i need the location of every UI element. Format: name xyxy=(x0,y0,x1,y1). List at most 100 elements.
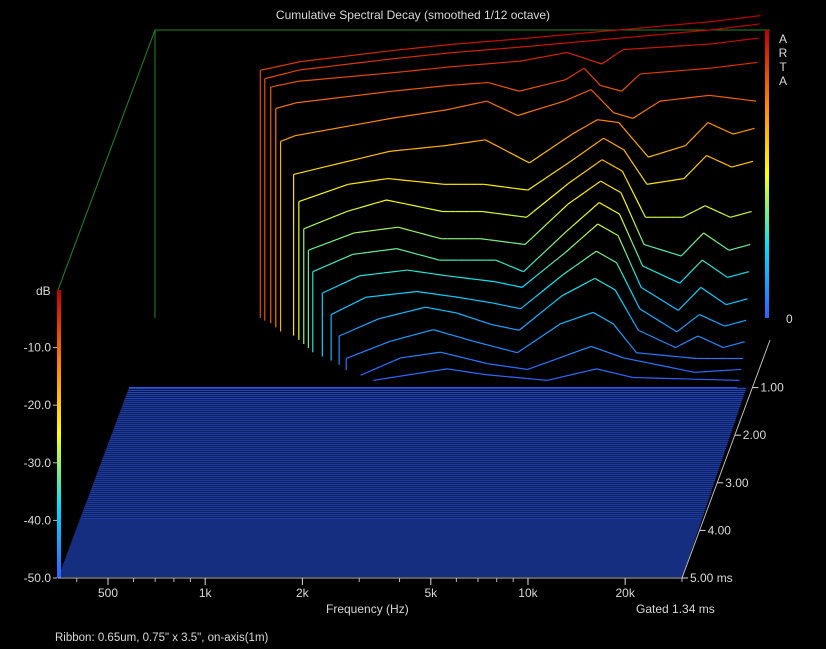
decay-floor-lines xyxy=(58,387,747,579)
slice-segment xyxy=(586,89,592,93)
slice-segment xyxy=(614,88,619,91)
slice-segment xyxy=(433,236,442,240)
slice-segment xyxy=(538,35,555,38)
slice-segment xyxy=(526,211,534,218)
slice-segment xyxy=(353,352,362,357)
slice-segment xyxy=(440,351,449,355)
slice-segment xyxy=(452,143,459,146)
slice-segment xyxy=(688,137,694,143)
z-tick-label: -20.0 xyxy=(24,398,52,412)
slice-segment xyxy=(572,94,578,98)
slice-segment xyxy=(569,349,581,355)
slice-segment xyxy=(694,162,700,168)
slice-segment xyxy=(584,57,591,61)
slice-segment xyxy=(620,192,626,202)
slice-segment xyxy=(641,109,647,114)
slice-segment xyxy=(665,179,672,183)
slice-segment xyxy=(510,38,523,41)
slice-segment xyxy=(413,55,423,58)
slice-segment xyxy=(571,131,577,135)
slice-segment xyxy=(581,90,587,94)
slice-segment xyxy=(346,232,355,237)
slice-segment xyxy=(354,181,362,184)
slice-segment xyxy=(324,216,333,221)
time-tick-label: 5.00 ms xyxy=(690,571,733,585)
slice-segment xyxy=(287,70,294,74)
slice-segment xyxy=(745,271,749,274)
slice-segment xyxy=(650,335,658,340)
slice-segment xyxy=(454,276,463,279)
slice-segment xyxy=(586,30,603,34)
slice-segment xyxy=(666,148,674,152)
slice-segment xyxy=(691,316,697,321)
slice-segment xyxy=(331,55,349,59)
slice-segment xyxy=(616,145,621,149)
slice-segment xyxy=(568,75,573,79)
slice-segment xyxy=(573,195,580,201)
slice-segment xyxy=(563,269,570,275)
slice-segment xyxy=(383,271,392,274)
slice-segment xyxy=(465,141,473,144)
slice-segment xyxy=(447,275,456,278)
slice-segment xyxy=(373,150,390,156)
slice-segment xyxy=(367,368,375,373)
decay-slice xyxy=(321,223,748,357)
slice-segment xyxy=(708,292,714,297)
slice-segment xyxy=(453,369,461,372)
slice-segment xyxy=(398,226,406,230)
slice-segment xyxy=(425,255,433,259)
slice-segment xyxy=(394,312,403,316)
slice-segment xyxy=(602,29,619,33)
slice-segment xyxy=(469,298,476,301)
slice-segment xyxy=(513,89,520,92)
slice-segment xyxy=(543,263,552,271)
slice-segment xyxy=(597,279,602,283)
slice-segment xyxy=(697,29,714,32)
slice-segment xyxy=(354,299,361,304)
slice-segment xyxy=(654,152,661,156)
slice-segment xyxy=(303,225,312,230)
slice-segment xyxy=(643,243,651,247)
slice-segment xyxy=(570,32,587,35)
slice-segment xyxy=(561,292,568,297)
slice-segment xyxy=(386,199,396,203)
slice-segment xyxy=(462,50,475,53)
slice-segment xyxy=(614,372,621,376)
slice-segment xyxy=(334,283,342,288)
slice-segment xyxy=(414,46,424,49)
slice-segment xyxy=(594,180,601,186)
slice-segment xyxy=(423,207,434,211)
slice-segment xyxy=(595,61,603,65)
slice-segment xyxy=(591,345,597,349)
slice-segment xyxy=(739,245,744,248)
decay-slice xyxy=(360,345,742,376)
slice-segment xyxy=(592,141,599,147)
slice-segment xyxy=(618,355,624,359)
slice-segment xyxy=(509,265,515,269)
slice-segment xyxy=(730,274,735,278)
slice-segment xyxy=(495,375,507,378)
slice-segment xyxy=(332,213,340,218)
slice-segment xyxy=(714,343,720,347)
slice-segment xyxy=(425,181,435,184)
slice-segment xyxy=(608,56,613,60)
slice-segment xyxy=(587,206,595,213)
slice-segment xyxy=(639,308,647,314)
slice-segment xyxy=(568,266,575,271)
slice-segment xyxy=(479,320,486,324)
slice-segment xyxy=(524,342,532,349)
slice-segment xyxy=(574,262,581,268)
slice-segment xyxy=(618,296,624,304)
slice-segment xyxy=(530,257,539,266)
slice-segment xyxy=(625,178,631,187)
slice-segment xyxy=(711,123,717,127)
slice-segment xyxy=(428,370,435,373)
slice-segment xyxy=(440,368,448,371)
slice-segment xyxy=(427,352,434,355)
slice-segment xyxy=(601,159,606,163)
slice-segment xyxy=(509,350,518,354)
slice-segment xyxy=(381,249,390,252)
slice-segment xyxy=(413,354,421,357)
slice-segment xyxy=(284,82,290,85)
slice-segment xyxy=(703,315,709,319)
